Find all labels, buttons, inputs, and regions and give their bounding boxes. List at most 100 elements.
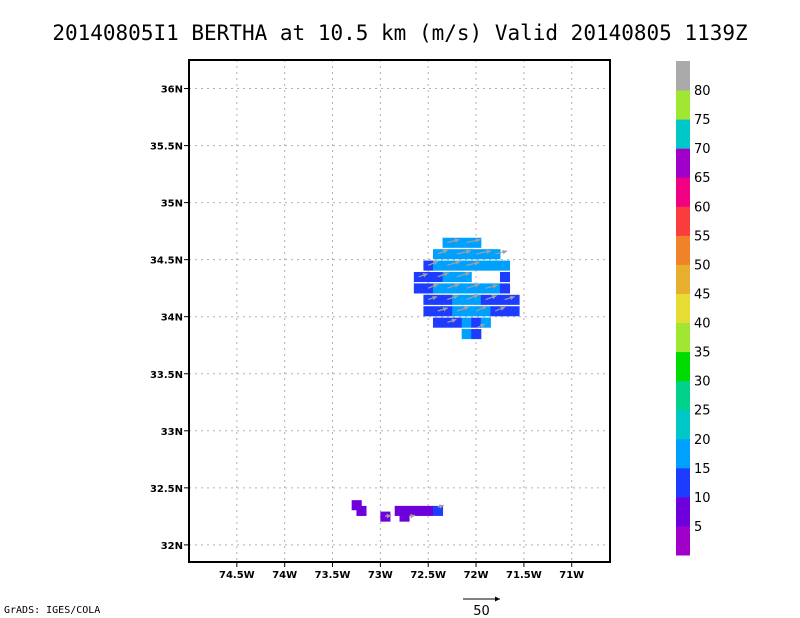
x-tick-label: 74W bbox=[272, 570, 297, 581]
x-tick-label: 71.5W bbox=[506, 570, 542, 581]
colorbar-label: 25 bbox=[694, 404, 711, 419]
y-tick-label: 36N bbox=[161, 85, 183, 96]
x-tick-label: 72W bbox=[464, 570, 489, 581]
colorbar-label: 65 bbox=[694, 171, 711, 186]
heatmap-cell bbox=[480, 317, 491, 328]
colorbar-swatch bbox=[676, 409, 690, 440]
colorbar-label: 10 bbox=[694, 491, 711, 506]
heatmap-cell bbox=[452, 283, 463, 294]
heatmap-cell bbox=[423, 306, 434, 317]
y-tick-label: 35.5N bbox=[150, 142, 183, 153]
heatmap-cell bbox=[499, 260, 511, 271]
heatmap-cells bbox=[351, 237, 520, 522]
heatmap-cell bbox=[461, 329, 472, 340]
heatmap-cell bbox=[452, 317, 463, 328]
colorbar-swatch bbox=[676, 61, 690, 91]
wind-vector-head bbox=[451, 318, 457, 323]
x-tick-label: 71W bbox=[559, 570, 584, 581]
heatmap-cell bbox=[413, 505, 424, 516]
wind-vector-head bbox=[410, 513, 416, 519]
colorbar-swatch bbox=[676, 380, 690, 411]
colorbar-label: 80 bbox=[694, 84, 711, 99]
colorbar-swatch bbox=[676, 264, 690, 294]
chart-title: 20140805I1 BERTHA at 10.5 km (m/s) Valid… bbox=[52, 21, 747, 45]
wind-vector-head bbox=[455, 260, 461, 265]
x-axis: 74.5W 74W 73.5W 73W 72.5W 72W 71.5W 71W bbox=[219, 562, 584, 581]
colorbar-label: 20 bbox=[694, 433, 711, 448]
x-tick-label: 73W bbox=[368, 570, 393, 581]
wind-vector-head bbox=[473, 294, 479, 299]
wind-vector-head bbox=[509, 295, 515, 301]
colorbar-swatch bbox=[676, 177, 690, 207]
colorbar-label: 15 bbox=[694, 462, 711, 477]
x-tick-label: 74.5W bbox=[219, 570, 255, 581]
colorbar-swatch bbox=[676, 351, 690, 382]
grid-lines bbox=[189, 60, 610, 562]
heatmap-cell bbox=[423, 505, 434, 516]
plot-frame bbox=[188, 59, 611, 563]
x-tick-label: 72.5W bbox=[410, 570, 446, 581]
y-tick-label: 34.5N bbox=[150, 256, 183, 267]
heatmap-cell bbox=[356, 505, 367, 516]
wind-vector-head bbox=[474, 261, 480, 266]
wind-vector-head bbox=[475, 238, 481, 243]
y-tick-label: 32.5N bbox=[150, 484, 183, 495]
y-tick-label: 33N bbox=[161, 427, 183, 438]
wind-vector-head bbox=[482, 305, 488, 310]
heatmap-cell bbox=[452, 294, 463, 305]
colorbar-label: 60 bbox=[694, 200, 711, 215]
heatmap-cell bbox=[509, 306, 520, 317]
colorbar-label: 5 bbox=[694, 520, 702, 535]
y-tick-label: 32N bbox=[161, 541, 183, 552]
wind-vector-head bbox=[502, 249, 508, 255]
heatmap-cell bbox=[480, 306, 491, 317]
wind-vector-head bbox=[443, 272, 449, 277]
heatmap-cell bbox=[399, 511, 410, 522]
wind-vector-head bbox=[442, 307, 448, 312]
colorbar-swatch bbox=[676, 206, 690, 236]
heatmap-cell bbox=[394, 505, 405, 516]
heatmap-cell bbox=[490, 294, 501, 305]
heatmap-cell bbox=[490, 283, 501, 294]
heatmap-cell bbox=[452, 260, 463, 271]
wind-vector-head bbox=[492, 284, 498, 289]
heatmap-cell bbox=[432, 294, 444, 305]
heatmap-cell bbox=[432, 505, 444, 516]
colorbar-swatch bbox=[676, 467, 690, 498]
heatmap-cell bbox=[509, 294, 520, 305]
heatmap-cell bbox=[480, 260, 491, 271]
colorbar-label: 45 bbox=[694, 287, 711, 302]
heatmap-cell bbox=[471, 329, 482, 340]
heatmap-cell bbox=[442, 306, 453, 317]
heatmap-cell bbox=[471, 260, 482, 271]
footer-credit: GrADS: IGES/COLA bbox=[4, 605, 100, 616]
y-tick-label: 34N bbox=[161, 313, 183, 324]
heatmap-cell bbox=[432, 317, 444, 328]
wind-vector-head bbox=[454, 238, 460, 243]
heatmap-cell bbox=[499, 306, 511, 317]
wind-vector-head bbox=[466, 249, 471, 255]
colorbar-label: 55 bbox=[694, 229, 711, 244]
wind-vectors bbox=[385, 238, 515, 519]
colorbar-label: 30 bbox=[694, 375, 711, 390]
colorbar-swatch bbox=[676, 235, 690, 265]
heatmap-cell bbox=[471, 237, 482, 248]
wind-vector-head bbox=[491, 294, 497, 300]
wind-vector-head bbox=[433, 260, 439, 266]
wind-vector-head bbox=[464, 271, 470, 277]
wind-vector-head bbox=[438, 504, 444, 509]
colorbar-swatch bbox=[676, 496, 690, 527]
colorbar-label: 50 bbox=[694, 258, 711, 273]
heatmap-cell bbox=[461, 306, 472, 317]
y-axis: 32N 32.5N 33N 33.5N 34N 34.5N 35N 35.5N 36N bbox=[150, 85, 189, 552]
reference-vector-head bbox=[495, 596, 500, 602]
heatmap-cell bbox=[351, 500, 362, 511]
colorbar-label: 75 bbox=[694, 113, 711, 128]
colorbar-swatch bbox=[676, 90, 690, 120]
wind-vector-head bbox=[386, 513, 392, 519]
heatmap-cell bbox=[461, 249, 472, 260]
colorbar-swatch bbox=[676, 525, 690, 556]
colorbar-swatch bbox=[676, 148, 690, 178]
heatmap-cell bbox=[413, 283, 424, 294]
colorbar-swatch bbox=[676, 293, 690, 324]
